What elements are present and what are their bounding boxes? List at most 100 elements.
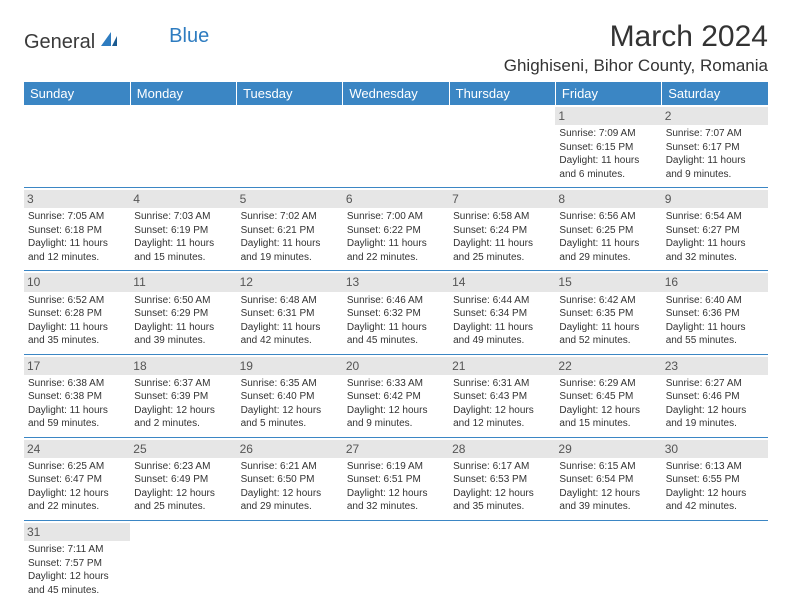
weekday-header: Tuesday <box>237 82 343 105</box>
day-info: Sunrise: 6:54 AMSunset: 6:27 PMDaylight:… <box>666 210 764 264</box>
calendar-day-cell: 21Sunrise: 6:31 AMSunset: 6:43 PMDayligh… <box>449 354 555 437</box>
calendar-day-cell: 4 Sunrise: 7:03 AMSunset: 6:19 PMDaylight… <box>130 188 236 271</box>
calendar-week-row: 3 Sunrise: 7:05 AMSunset: 6:18 PMDaylight… <box>24 188 768 271</box>
day-info: Sunrise: 6:35 AMSunset: 6:40 PMDaylight:… <box>241 377 339 431</box>
day-number: 28 <box>449 440 555 458</box>
calendar-day-cell <box>24 105 130 188</box>
day-info: Sunrise: 6:37 AMSunset: 6:39 PMDaylight:… <box>134 377 232 431</box>
day-info: Sunrise: 6:23 AMSunset: 6:49 PMDaylight:… <box>134 460 232 514</box>
day-number: 15 <box>555 273 661 291</box>
calendar-day-cell <box>237 105 343 188</box>
calendar-day-cell: 17 Sunrise: 6:38 AMSunset: 6:38 PMDayligh… <box>24 354 130 437</box>
day-number: 2 <box>662 107 768 125</box>
calendar-day-cell: 10 Sunrise: 6:52 AMSunset: 6:28 PMDayligh… <box>24 271 130 354</box>
calendar-week-row: 24 Sunrise: 6:25 AMSunset: 6:47 PMDayligh… <box>24 437 768 520</box>
page-title: March 2024 <box>610 20 768 54</box>
calendar-day-cell <box>343 105 449 188</box>
day-number: 22 <box>555 357 661 375</box>
weekday-header: Friday <box>555 82 661 105</box>
calendar-day-cell: 26 Sunrise: 6:21 AMSunset: 6:50 PMDayligh… <box>237 437 343 520</box>
day-info: Sunrise: 6:15 AMSunset: 6:54 PMDaylight:… <box>559 460 657 514</box>
day-info: Sunrise: 6:19 AMSunset: 6:51 PMDaylight:… <box>347 460 445 514</box>
day-number: 4 <box>130 190 236 208</box>
calendar-day-cell: 19 Sunrise: 6:35 AMSunset: 6:40 PMDayligh… <box>237 354 343 437</box>
day-info: Sunrise: 6:52 AMSunset: 6:28 PMDaylight:… <box>28 294 126 348</box>
logo: General Blue <box>24 30 209 54</box>
day-info: Sunrise: 6:17 AMSunset: 6:53 PMDaylight:… <box>453 460 551 514</box>
weekday-header-row: Sunday Monday Tuesday Wednesday Thursday… <box>24 82 768 105</box>
day-number: 13 <box>343 273 449 291</box>
day-info: Sunrise: 6:44 AMSunset: 6:34 PMDaylight:… <box>453 294 551 348</box>
calendar-week-row: 10 Sunrise: 6:52 AMSunset: 6:28 PMDayligh… <box>24 271 768 354</box>
calendar-day-cell: 6Sunrise: 7:00 AMSunset: 6:22 PMDaylight… <box>343 188 449 271</box>
calendar-day-cell <box>130 105 236 188</box>
calendar-week-row: 1Sunrise: 7:09 AMSunset: 6:15 PMDaylight… <box>24 105 768 188</box>
logo-text-1: General <box>24 31 95 54</box>
calendar-day-cell <box>662 520 768 603</box>
day-number: 26 <box>237 440 343 458</box>
day-info: Sunrise: 6:48 AMSunset: 6:31 PMDaylight:… <box>241 294 339 348</box>
calendar-day-cell: 1Sunrise: 7:09 AMSunset: 6:15 PMDaylight… <box>555 105 661 188</box>
day-number: 7 <box>449 190 555 208</box>
day-info: Sunrise: 6:58 AMSunset: 6:24 PMDaylight:… <box>453 210 551 264</box>
day-info: Sunrise: 7:11 AMSunset: 7:57 PMDaylight:… <box>28 543 126 597</box>
day-number: 30 <box>662 440 768 458</box>
day-info: Sunrise: 7:05 AMSunset: 6:18 PMDaylight:… <box>28 210 126 264</box>
day-info: Sunrise: 7:03 AMSunset: 6:19 PMDaylight:… <box>134 210 232 264</box>
day-info: Sunrise: 6:38 AMSunset: 6:38 PMDaylight:… <box>28 377 126 431</box>
day-number: 11 <box>130 273 236 291</box>
day-info: Sunrise: 6:25 AMSunset: 6:47 PMDaylight:… <box>28 460 126 514</box>
calendar-day-cell: 30 Sunrise: 6:13 AMSunset: 6:55 PMDayligh… <box>662 437 768 520</box>
day-info: Sunrise: 6:29 AMSunset: 6:45 PMDaylight:… <box>559 377 657 431</box>
day-info: Sunrise: 6:46 AMSunset: 6:32 PMDaylight:… <box>347 294 445 348</box>
calendar-day-cell: 18 Sunrise: 6:37 AMSunset: 6:39 PMDayligh… <box>130 354 236 437</box>
day-number: 16 <box>662 273 768 291</box>
day-number: 8 <box>555 190 661 208</box>
calendar-day-cell: 14Sunrise: 6:44 AMSunset: 6:34 PMDayligh… <box>449 271 555 354</box>
calendar-day-cell: 23Sunrise: 6:27 AMSunset: 6:46 PMDayligh… <box>662 354 768 437</box>
day-number: 19 <box>237 357 343 375</box>
calendar-day-cell: 22 Sunrise: 6:29 AMSunset: 6:45 PMDayligh… <box>555 354 661 437</box>
calendar-day-cell <box>449 520 555 603</box>
day-number: 9 <box>662 190 768 208</box>
calendar-day-cell <box>449 105 555 188</box>
day-number: 5 <box>237 190 343 208</box>
weekday-header: Wednesday <box>343 82 449 105</box>
calendar-day-cell: 25 Sunrise: 6:23 AMSunset: 6:49 PMDayligh… <box>130 437 236 520</box>
day-number: 24 <box>24 440 130 458</box>
calendar-day-cell <box>237 520 343 603</box>
day-number: 25 <box>130 440 236 458</box>
calendar-day-cell: 28 Sunrise: 6:17 AMSunset: 6:53 PMDayligh… <box>449 437 555 520</box>
day-info: Sunrise: 7:02 AMSunset: 6:21 PMDaylight:… <box>241 210 339 264</box>
weekday-header: Saturday <box>662 82 768 105</box>
location-text: Ghighiseni, Bihor County, Romania <box>24 56 768 76</box>
calendar-day-cell: 29 Sunrise: 6:15 AMSunset: 6:54 PMDayligh… <box>555 437 661 520</box>
day-info: Sunrise: 6:21 AMSunset: 6:50 PMDaylight:… <box>241 460 339 514</box>
day-info: Sunrise: 7:09 AMSunset: 6:15 PMDaylight:… <box>559 127 657 181</box>
calendar-day-cell: 12Sunrise: 6:48 AMSunset: 6:31 PMDayligh… <box>237 271 343 354</box>
calendar-day-cell: 16 Sunrise: 6:40 AMSunset: 6:36 PMDayligh… <box>662 271 768 354</box>
day-info: Sunrise: 6:56 AMSunset: 6:25 PMDaylight:… <box>559 210 657 264</box>
day-info: Sunrise: 6:13 AMSunset: 6:55 PMDaylight:… <box>666 460 764 514</box>
weekday-header: Sunday <box>24 82 130 105</box>
day-number: 17 <box>24 357 130 375</box>
day-info: Sunrise: 7:07 AMSunset: 6:17 PMDaylight:… <box>666 127 764 181</box>
calendar-day-cell: 2 Sunrise: 7:07 AMSunset: 6:17 PMDaylight… <box>662 105 768 188</box>
day-number: 31 <box>24 523 130 541</box>
day-number: 29 <box>555 440 661 458</box>
day-number: 18 <box>130 357 236 375</box>
day-number: 10 <box>24 273 130 291</box>
calendar-day-cell: 31 Sunrise: 7:11 AMSunset: 7:57 PMDayligh… <box>24 520 130 603</box>
calendar-week-row: 31 Sunrise: 7:11 AMSunset: 7:57 PMDayligh… <box>24 520 768 603</box>
day-number: 3 <box>24 190 130 208</box>
day-info: Sunrise: 6:31 AMSunset: 6:43 PMDaylight:… <box>453 377 551 431</box>
logo-text-2: Blue <box>169 25 209 48</box>
calendar-day-cell: 27Sunrise: 6:19 AMSunset: 6:51 PMDayligh… <box>343 437 449 520</box>
calendar-day-cell: 8 Sunrise: 6:56 AMSunset: 6:25 PMDaylight… <box>555 188 661 271</box>
calendar-day-cell: 7 Sunrise: 6:58 AMSunset: 6:24 PMDaylight… <box>449 188 555 271</box>
calendar-day-cell: 5 Sunrise: 7:02 AMSunset: 6:21 PMDaylight… <box>237 188 343 271</box>
calendar-body: 1Sunrise: 7:09 AMSunset: 6:15 PMDaylight… <box>24 105 768 603</box>
calendar-day-cell <box>555 520 661 603</box>
day-info: Sunrise: 6:40 AMSunset: 6:36 PMDaylight:… <box>666 294 764 348</box>
calendar-day-cell: 11Sunrise: 6:50 AMSunset: 6:29 PMDayligh… <box>130 271 236 354</box>
